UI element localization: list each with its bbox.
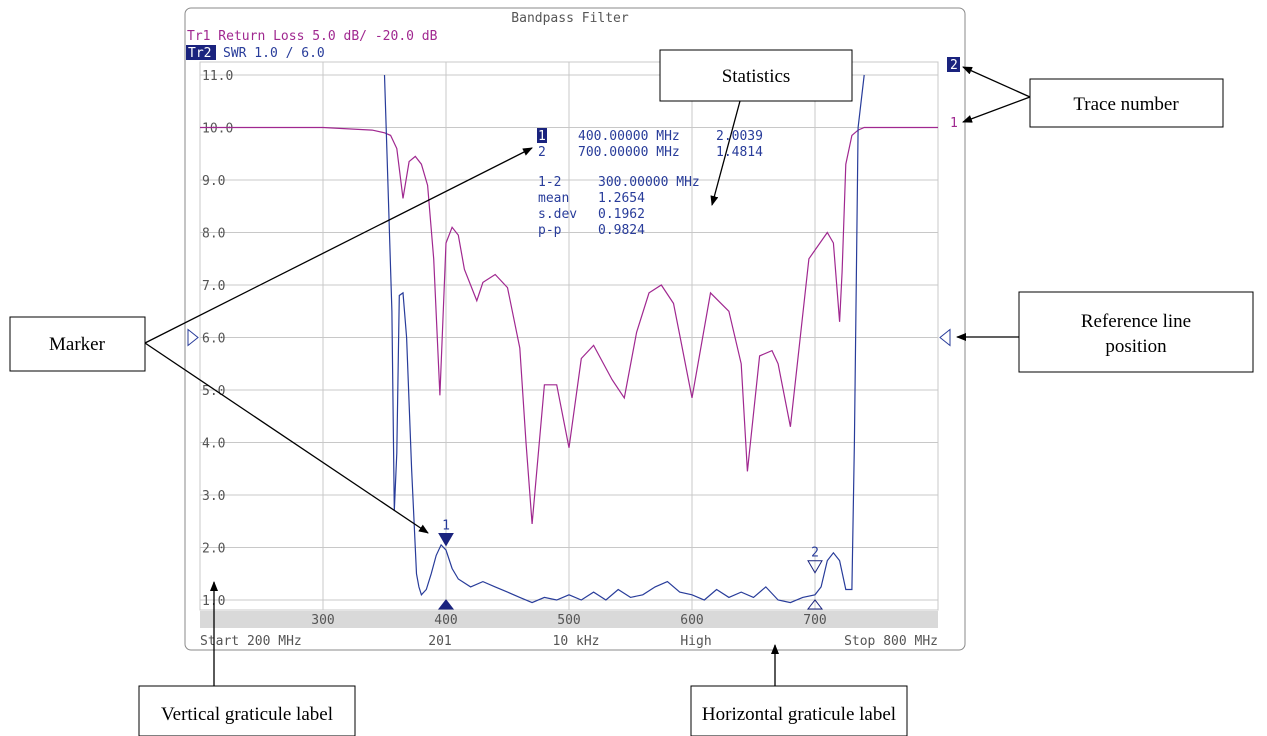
y-tick-label: 4.0	[202, 437, 225, 452]
stat-label-mean: mean	[538, 191, 569, 206]
callout-reference-line: Reference line position	[1018, 291, 1254, 373]
callout-vertical-graticule-text: Vertical graticule label	[161, 704, 333, 725]
y-tick-label: 8.0	[202, 227, 225, 242]
trace1-return-loss-line	[200, 126, 938, 524]
y-tick-label: 10.0	[202, 122, 233, 137]
y-tick-label: 3.0	[202, 489, 225, 504]
chart-title: Bandpass Filter	[511, 11, 629, 26]
trace1-header: Tr1 Return Loss 5.0 dB/ -20.0 dB	[187, 29, 438, 44]
trace1-number: 1	[950, 116, 958, 131]
arrow-marker-readout	[144, 147, 533, 344]
trace2-id: Tr2	[188, 46, 211, 61]
readout-marker1-value: 2.0039	[716, 129, 763, 144]
reference-line-marker-right	[939, 328, 951, 347]
marker-2-triangle	[807, 560, 823, 574]
callout-statistics-text: Statistics	[722, 66, 791, 87]
x-tick-label: 700	[803, 613, 826, 628]
readout-marker1-id: 1	[538, 129, 546, 144]
statistics-readout: 1-2 300.00000 MHz mean 1.2654 s.dev 0.19…	[538, 175, 700, 238]
status-bar: Start 200 MHz 201 10 kHz High Stop 800 M…	[200, 634, 938, 649]
x-tick-labels: 300 400 500 600 700	[311, 613, 826, 628]
y-tick-label: 2.0	[202, 542, 225, 557]
status-power: High	[680, 634, 711, 649]
readout-marker1-freq: 400.00000 MHz	[578, 129, 680, 144]
marker-1-label: 1	[442, 519, 450, 534]
arrow-statistics	[710, 100, 741, 206]
readout-marker1-badge	[537, 128, 547, 143]
readout-marker2-id: 2	[538, 145, 546, 160]
trace2-id-badge	[186, 45, 216, 60]
readout-marker2-value: 1.4814	[716, 145, 763, 160]
y-tick-label: 5.0	[202, 384, 225, 399]
callout-statistics: Statistics	[659, 49, 853, 102]
stat-label-delta: 1-2	[538, 175, 561, 190]
callout-horizontal-graticule: Horizontal graticule label	[690, 685, 908, 736]
y-tick-label: 6.0	[202, 332, 225, 347]
callout-reference-line-text-2: position	[1105, 336, 1167, 357]
x-tick-label: 400	[434, 613, 457, 628]
marker-2-label: 2	[811, 546, 819, 561]
y-tick-labels: 11.010.09.08.07.06.05.04.03.02.01.0	[202, 69, 233, 609]
callout-arrows	[144, 66, 1031, 686]
stat-value-delta: 300.00000 MHz	[598, 175, 700, 190]
stat-value-pp: 0.9824	[598, 223, 645, 238]
readout-marker2-freq: 700.00000 MHz	[578, 145, 680, 160]
status-ifbw: 10 kHz	[553, 634, 600, 649]
x-tick-label: 300	[311, 613, 334, 628]
callout-reference-line-text-1: Reference line	[1081, 311, 1191, 332]
marker-1-axis-indicator	[437, 599, 455, 610]
status-stop: Stop 800 MHz	[844, 634, 938, 649]
trace2-header: SWR 1.0 / 6.0	[223, 46, 325, 61]
y-tick-label: 9.0	[202, 174, 225, 189]
trace-markers: 12	[437, 519, 824, 610]
callout-marker-text: Marker	[49, 334, 106, 355]
y-tick-label: 11.0	[202, 69, 233, 84]
callout-marker: Marker	[9, 316, 146, 372]
x-axis-band	[200, 611, 938, 628]
stat-value-sdev: 0.1962	[598, 207, 645, 222]
status-points: 201	[428, 634, 451, 649]
reference-line-marker-left	[187, 328, 199, 347]
callout-trace-number-text: Trace number	[1073, 94, 1179, 115]
callout-horizontal-graticule-text: Horizontal graticule label	[702, 704, 896, 725]
stat-label-sdev: s.dev	[538, 207, 577, 222]
x-tick-label: 500	[557, 613, 580, 628]
stat-value-mean: 1.2654	[598, 191, 645, 206]
stat-label-pp: p-p	[538, 223, 562, 238]
marker-1-triangle	[438, 533, 454, 547]
arrow-marker-on-trace	[144, 342, 429, 534]
marker-readout: 1 400.00000 MHz 2.0039 2 700.00000 MHz 1…	[537, 128, 763, 160]
arrow-trace2-number	[962, 66, 1031, 98]
arrow-trace1-number	[962, 96, 1031, 123]
callout-vertical-graticule: Vertical graticule label	[138, 685, 356, 736]
callout-trace-number: Trace number	[1029, 78, 1224, 128]
x-tick-label: 600	[680, 613, 703, 628]
trace2-number-badge	[947, 57, 960, 72]
trace2-number: 2	[950, 58, 958, 73]
marker-2-axis-indicator	[806, 599, 824, 610]
trace2-swr-line	[383, 74, 865, 604]
status-start: Start 200 MHz	[200, 634, 302, 649]
y-tick-label: 7.0	[202, 279, 225, 294]
